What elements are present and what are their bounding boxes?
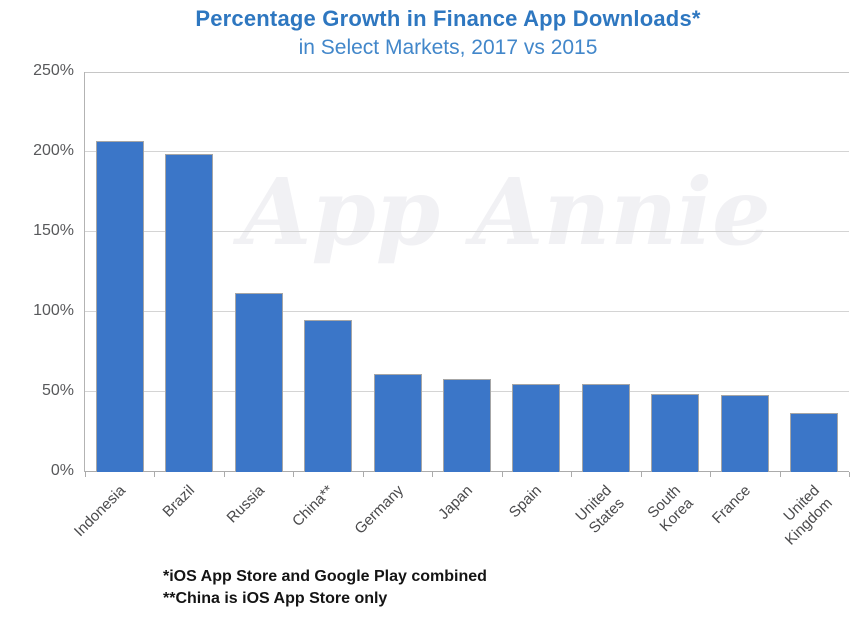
y-axis-label-250: 250% [33,62,74,79]
bar-brazil [165,154,213,472]
bar-indonesia [96,141,144,472]
y-axis-label-150: 150% [33,222,74,239]
x-axis-tick [363,472,364,477]
gridline-200 [85,151,849,152]
chart-header: Percentage Growth in Finance App Downloa… [14,6,867,60]
gridline-100 [85,311,849,312]
x-axis-tick [849,472,850,477]
bar-germany [374,374,422,472]
x-axis-tick [154,472,155,477]
x-axis-tick [710,472,711,477]
x-axis-tick [432,472,433,477]
footnotes: *iOS App Store and Google Play combined … [163,566,487,610]
x-axis-tick [85,472,86,477]
app-annie-watermark: App Annie [240,158,771,266]
footnote-china-ios-only: **China is iOS App Store only [163,590,388,607]
y-axis-label-200: 200% [33,142,74,159]
x-axis-tick [780,472,781,477]
y-axis-label-0: 0% [50,462,74,479]
bar-south-korea [651,394,699,472]
bar-united-states [582,384,630,472]
chart-subtitle: in Select Markets, 2017 vs 2015 [298,36,598,59]
plot-area [84,72,850,477]
footnote-combined-stores: *iOS App Store and Google Play combined [163,568,487,585]
gridline-250 [85,72,849,73]
gridline-150 [85,231,849,232]
x-axis-tick [641,472,642,477]
bar-china [304,320,352,472]
bar-russia [235,293,283,472]
bar-united-kingdom [790,413,838,472]
x-axis-tick [293,472,294,477]
bar-france [721,395,769,472]
x-axis-tick [502,472,503,477]
chart-title: Percentage Growth in Finance App Downloa… [195,6,701,31]
y-axis-label-100: 100% [33,302,74,319]
bar-japan [443,379,491,472]
bar-spain [512,384,560,472]
x-axis-tick [571,472,572,477]
x-axis-tick [224,472,225,477]
y-axis-label-50: 50% [41,382,74,399]
